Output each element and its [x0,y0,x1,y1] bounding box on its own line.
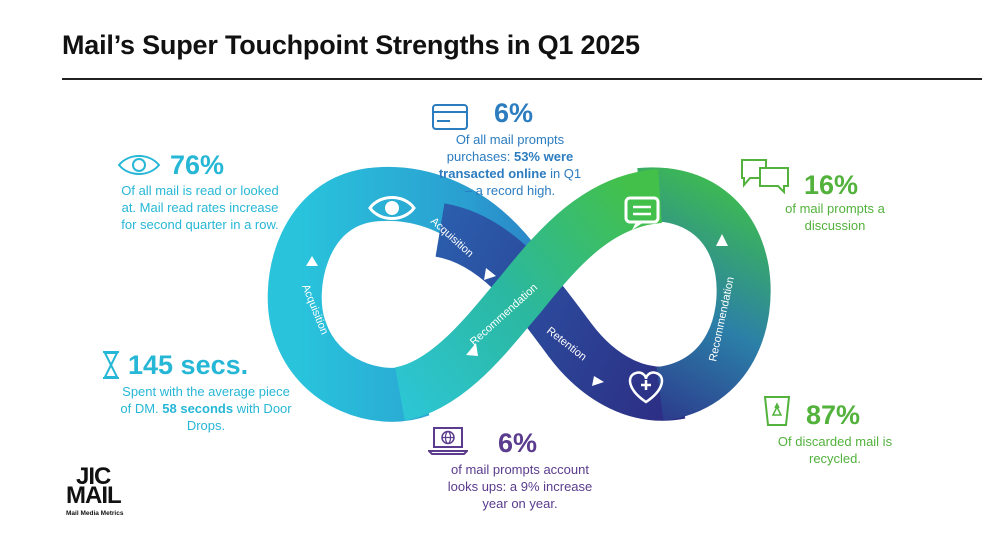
loop-number-3: 3 [640,248,654,278]
page-title: Mail’s Super Touchpoint Strengths in Q1 … [62,30,640,60]
left-loop-band [267,166,542,422]
stat-read-text: Of all mail is read or looked at. Mail re… [121,183,279,232]
jicmail-logo: JIC MAIL Mail Media Metrics [66,463,156,518]
eye-icon [116,153,162,177]
stat-time-text: Spent with the average piece of DM. 58 s… [120,384,292,433]
stat-lookups-text: of mail prompts account looks ups: a 9% i… [447,462,593,511]
recommendation-band [393,169,663,421]
recycle-bin-icon [762,394,792,428]
stat-recycled-text: Of discarded mail is recycled. [777,434,893,466]
stat-lookups-value: 6% [498,428,538,458]
stat-discussion-text: of mail prompts a discussion [785,201,885,233]
logo-wordmark: JIC MAIL [66,463,122,509]
arrow-acquisition-left [306,256,318,266]
arrow-retention [592,376,604,386]
credit-card-icon [432,104,468,130]
stat-discussion-value: 16% [804,170,859,200]
stat-time-value: 145 secs. [128,350,249,380]
chat-bubble-icon [624,196,660,230]
eye-icon [368,196,416,220]
chat-bubbles-icon [740,158,792,194]
laptop-globe-icon [428,426,468,456]
retention-band [434,203,686,421]
arrow-recommendation-right [716,234,728,246]
loop-number-1: 1 [389,248,403,278]
stat-purchase-text: Of all mail prompts purchases: 53% were … [438,132,582,198]
title-divider [62,78,982,80]
hourglass-icon [100,350,122,380]
arrow-acquisition-top [484,268,496,280]
stat-recycled-value: 87% [806,400,861,430]
stat-read-value: 76% [170,150,225,180]
logo-tagline: Mail Media Metrics [66,510,124,517]
arrow-recommendation-center [466,343,478,356]
loop-number-2: 2 [640,326,654,356]
heart-plus-icon [628,371,664,404]
stat-purchase-value: 6% [494,98,534,128]
right-loop-band [637,167,771,421]
